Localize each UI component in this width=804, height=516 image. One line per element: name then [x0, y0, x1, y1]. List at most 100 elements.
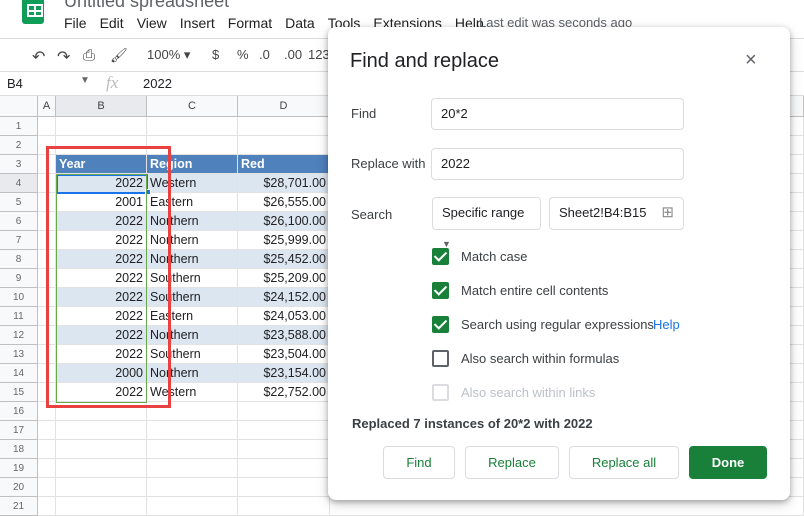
cell[interactable]: 2000	[56, 364, 147, 383]
checkbox-option[interactable]	[432, 316, 449, 333]
grid-select-icon[interactable]: ⊞	[661, 204, 674, 221]
cell[interactable]	[56, 136, 147, 155]
cell[interactable]	[147, 459, 238, 478]
row-header-8[interactable]: 8	[0, 250, 38, 269]
row-header-18[interactable]: 18	[0, 440, 38, 459]
cell[interactable]: $26,100.00	[238, 212, 330, 231]
cell[interactable]: $22,752.00	[238, 383, 330, 402]
column-header-B[interactable]: B	[56, 96, 147, 117]
cell[interactable]	[147, 136, 238, 155]
row-header-15[interactable]: 15	[0, 383, 38, 402]
cell[interactable]	[38, 478, 56, 497]
cell[interactable]: Eastern	[147, 193, 238, 212]
cell[interactable]	[238, 478, 330, 497]
row-header-9[interactable]: 9	[0, 269, 38, 288]
cell[interactable]	[38, 459, 56, 478]
menu-file[interactable]: File	[64, 15, 87, 31]
checkbox-option[interactable]	[432, 350, 449, 367]
name-box-dropdown-icon[interactable]: ▼	[80, 75, 90, 86]
formula-input[interactable]: 2022	[143, 76, 172, 91]
cell[interactable]	[238, 402, 330, 421]
more-formats-button[interactable]: 123	[308, 47, 330, 62]
replace-button[interactable]: Replace	[465, 446, 559, 479]
row-header-20[interactable]: 20	[0, 478, 38, 497]
cell[interactable]	[56, 459, 147, 478]
help-link[interactable]: Help	[653, 317, 680, 332]
percent-button[interactable]: %	[237, 47, 249, 62]
option-label[interactable]: Search using regular expressions	[461, 317, 654, 332]
cell[interactable]: $23,588.00	[238, 326, 330, 345]
cell[interactable]	[147, 117, 238, 136]
last-edit[interactable]: Last edit was seconds ago	[479, 15, 633, 30]
row-header-17[interactable]: 17	[0, 421, 38, 440]
cell[interactable]: Eastern	[147, 307, 238, 326]
paint-format-icon[interactable]: 🖌	[110, 47, 128, 63]
menu-data[interactable]: Data	[285, 15, 315, 31]
cell[interactable]: $25,999.00	[238, 231, 330, 250]
name-box[interactable]: B4	[7, 76, 23, 91]
cell[interactable]	[238, 440, 330, 459]
cell[interactable]: $25,209.00	[238, 269, 330, 288]
cell[interactable]: $28,701.00	[238, 174, 330, 193]
cell[interactable]	[38, 497, 56, 516]
zoom-select[interactable]: 100% ▾	[147, 47, 191, 62]
cell[interactable]: $23,154.00	[238, 364, 330, 383]
close-icon[interactable]: ×	[745, 49, 757, 71]
row-header-6[interactable]: 6	[0, 212, 38, 231]
cell[interactable]	[56, 117, 147, 136]
cell[interactable]: 2022	[56, 212, 147, 231]
doc-title[interactable]: Untitled spreadsheet	[64, 0, 230, 11]
cell[interactable]: $26,555.00	[238, 193, 330, 212]
cell[interactable]: Southern	[147, 345, 238, 364]
row-header-13[interactable]: 13	[0, 345, 38, 364]
search-scope-select[interactable]: Specific range ▼	[432, 197, 541, 249]
header-cell[interactable]: Red	[238, 155, 330, 174]
checkbox-option[interactable]	[432, 282, 449, 299]
replace-all-button[interactable]: Replace all	[569, 446, 679, 479]
cell[interactable]	[56, 440, 147, 459]
cell[interactable]: Western	[147, 383, 238, 402]
replace-input[interactable]: 2022	[431, 148, 684, 180]
increase-decimal-button[interactable]: .00	[284, 47, 303, 62]
cell[interactable]	[147, 421, 238, 440]
currency-button[interactable]: $	[212, 47, 220, 62]
column-header-A[interactable]: A	[38, 96, 56, 117]
cell[interactable]	[56, 478, 147, 497]
cell[interactable]	[238, 117, 330, 136]
cell[interactable]	[147, 497, 238, 516]
cell[interactable]: Northern	[147, 231, 238, 250]
find-input[interactable]: 20*2	[431, 98, 684, 130]
cell[interactable]: $23,504.00	[238, 345, 330, 364]
option-label[interactable]: Match entire cell contents	[461, 283, 609, 298]
cell[interactable]	[38, 421, 56, 440]
cell[interactable]: 2022	[56, 326, 147, 345]
cell[interactable]: $25,452.00	[238, 250, 330, 269]
row-header-19[interactable]: 19	[0, 459, 38, 478]
row-header-4[interactable]: 4	[0, 174, 38, 193]
cell[interactable]	[38, 117, 56, 136]
fill-handle[interactable]	[145, 189, 151, 195]
row-header-7[interactable]: 7	[0, 231, 38, 250]
row-header-10[interactable]: 10	[0, 288, 38, 307]
row-header-5[interactable]: 5	[0, 193, 38, 212]
option-label[interactable]: Match case	[461, 249, 528, 264]
row-header-12[interactable]: 12	[0, 326, 38, 345]
checkbox-option[interactable]	[432, 248, 449, 265]
column-header-C[interactable]: C	[147, 96, 238, 117]
print-icon[interactable]: ⎙	[83, 47, 96, 64]
select-all-corner[interactable]	[0, 96, 38, 117]
row-header-1[interactable]: 1	[0, 117, 38, 136]
done-button[interactable]: Done	[689, 446, 767, 479]
undo-icon[interactable]: ↶	[32, 49, 46, 66]
row-header-21[interactable]: 21	[0, 497, 38, 516]
row-header-16[interactable]: 16	[0, 402, 38, 421]
cell[interactable]	[56, 497, 147, 516]
decrease-decimal-button[interactable]: .0	[259, 47, 270, 62]
cell[interactable]	[238, 497, 330, 516]
sheets-logo[interactable]	[22, 0, 44, 24]
header-cell[interactable]: Year	[56, 155, 147, 174]
cell[interactable]	[56, 402, 147, 421]
menu-view[interactable]: View	[136, 15, 167, 31]
row-header-2[interactable]: 2	[0, 136, 38, 155]
option-label[interactable]: Also search within formulas	[461, 351, 620, 366]
